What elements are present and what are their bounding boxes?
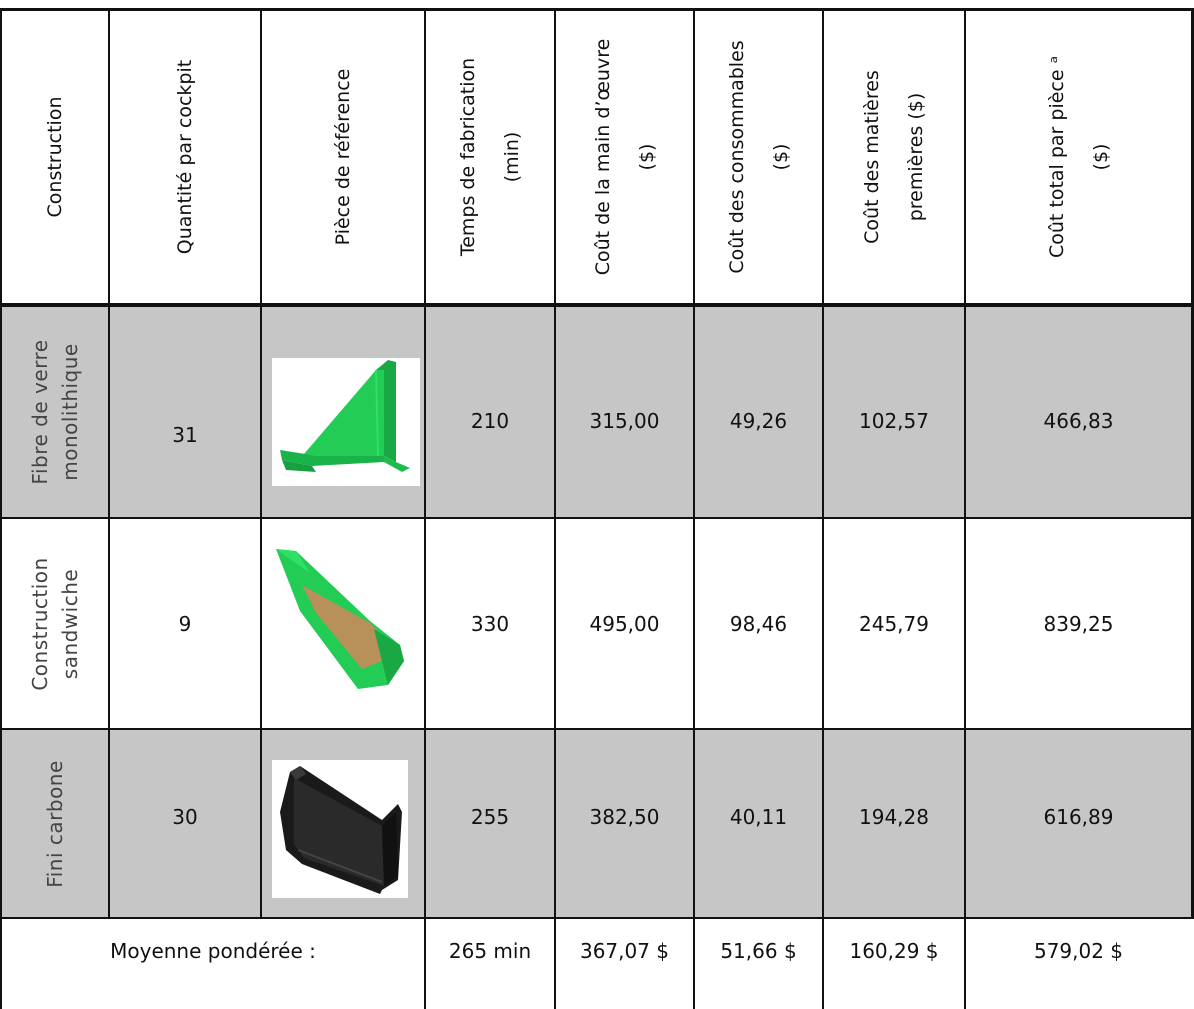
- black-carbon-tray-image: [272, 760, 408, 898]
- row-label-sandwich: Construction sandwiche: [2, 519, 108, 728]
- row-shade-1: [0, 306, 1194, 518]
- row-label-line: monolithique: [58, 343, 82, 481]
- green-bracket-part-image: [272, 358, 420, 486]
- header-time: Temps de fabrication (min): [426, 10, 554, 304]
- header-materials: Coût des matières premières ($): [824, 10, 964, 304]
- labor-cell: 382,50: [589, 804, 660, 829]
- quantity-cell: 30: [172, 804, 198, 829]
- header-labor-unit: ($): [635, 143, 658, 171]
- header-construction: Construction: [2, 10, 108, 304]
- materials-cell: 245,79: [859, 611, 929, 636]
- consumables-cell: 40,11: [729, 804, 788, 829]
- header-quantity-text: Quantité par cockpit: [174, 59, 196, 255]
- header-reference: Pièce de référence: [262, 10, 424, 304]
- total-cell: 466,83: [1043, 409, 1114, 433]
- header-time-unit: (min): [501, 131, 523, 183]
- header-total-text: Coût total par pièce ᵃ: [1045, 55, 1068, 259]
- row-label-carbon: Fini carbone: [2, 730, 108, 917]
- weighted-average-label: Moyenne pondérée :: [110, 939, 316, 963]
- average-time: 265 min: [448, 939, 532, 963]
- time-cell: 210: [470, 409, 510, 433]
- header-total: Coût total par pièce ᵃ ($): [966, 10, 1191, 304]
- header-materials-unit: premières ($): [905, 92, 927, 222]
- header-reference-text: Pièce de référence: [332, 68, 354, 246]
- total-cell: 616,89: [1043, 804, 1114, 829]
- row-label-monolithic: Fibre de verre monolithique: [2, 307, 108, 517]
- average-consumables: 51,66 $: [720, 939, 797, 963]
- time-cell: 330: [470, 611, 510, 636]
- header-labor: Coût de la main d’œuvre ($): [556, 10, 693, 304]
- consumables-cell: 49,26: [729, 409, 788, 433]
- quantity-cell: 9: [178, 611, 192, 636]
- quantity-cell: 31: [172, 423, 198, 447]
- row-label-line: sandwiche: [58, 568, 82, 679]
- row-label-line: Fibre de verre: [28, 339, 52, 485]
- total-cell: 839,25: [1043, 611, 1114, 636]
- row-shade-3: [0, 730, 1194, 918]
- row-label-line: Fini carbone: [43, 759, 67, 888]
- green-sandwich-panel-image: [270, 545, 420, 695]
- average-materials: 160,29 $: [849, 939, 939, 963]
- average-labor: 367,07 $: [579, 939, 670, 963]
- average-total: 579,02 $: [1033, 939, 1124, 963]
- labor-cell: 495,00: [589, 611, 660, 636]
- header-consumables-text: Coût des consommables: [725, 40, 748, 274]
- time-cell: 255: [470, 804, 510, 829]
- materials-cell: 102,57: [859, 409, 929, 433]
- header-consumables-unit: ($): [769, 143, 792, 171]
- row-label-line: Construction: [28, 556, 52, 691]
- labor-cell: 315,00: [589, 409, 660, 433]
- header-time-text: Temps de fabrication: [457, 57, 479, 257]
- materials-cell: 194,28: [859, 804, 929, 829]
- header-quantity: Quantité par cockpit: [110, 10, 260, 304]
- consumables-cell: 98,46: [729, 611, 788, 636]
- header-consumables: Coût des consommables ($): [695, 10, 822, 304]
- header-labor-text: Coût de la main d’œuvre: [591, 38, 614, 276]
- header-materials-text: Coût des matières: [861, 70, 883, 244]
- header-total-unit: ($): [1089, 143, 1112, 171]
- header-construction-text: Construction: [44, 96, 66, 218]
